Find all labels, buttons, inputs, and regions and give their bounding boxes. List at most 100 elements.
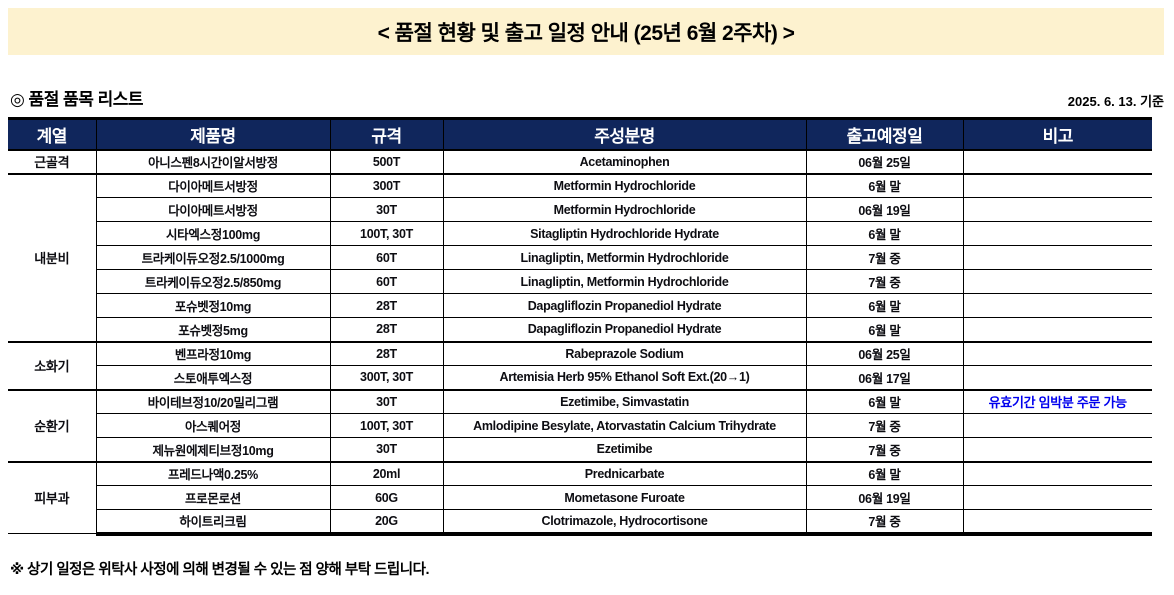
- ship-date-cell: 7월 중: [805, 245, 964, 270]
- col-header-category: 계열: [8, 117, 97, 151]
- spec-cell: 500T: [329, 149, 444, 174]
- remark-cell: [962, 149, 1152, 174]
- col-header-product: 제품명: [95, 117, 331, 151]
- ingredient-cell: Metformin Hydrochloride: [442, 197, 807, 222]
- table-row: 스토애투엑스정 300T, 30T Artemisia Herb 95% Ethan…: [8, 365, 1152, 390]
- table-row: 프로몬로션 60G Mometasone Furoate 06월 19일: [8, 485, 1152, 510]
- ship-date-cell: 7월 중: [805, 269, 964, 294]
- remark-cell: [962, 437, 1152, 462]
- ingredient-cell: Linagliptin, Metformin Hydrochloride: [442, 269, 807, 294]
- col-header-spec: 규격: [329, 117, 444, 151]
- table-row: 다이아메트서방정 30T Metformin Hydrochloride 06월 19…: [8, 197, 1152, 222]
- spec-cell: 20ml: [329, 460, 444, 486]
- as-of-date: 2025. 6. 13. 기준: [1067, 94, 1164, 109]
- product-cell: 아스퀘어정: [95, 413, 331, 438]
- table-body: 근골격 아니스펜8시간이알서방정 500T Acetaminophen 06월 25일 내…: [8, 149, 1152, 536]
- ingredient-cell: Metformin Hydrochloride: [442, 172, 807, 198]
- spec-cell: 28T: [329, 317, 444, 342]
- ingredient-cell: Clotrimazole, Hydrocortisone: [442, 509, 807, 536]
- ingredient-cell: Artemisia Herb 95% Ethanol Soft Ext.(20→…: [442, 365, 807, 390]
- ingredient-cell: Amlodipine Besylate, Atorvastatin Calciu…: [442, 413, 807, 438]
- table-row: 근골격 아니스펜8시간이알서방정 500T Acetaminophen 06월 25일: [8, 149, 1152, 174]
- remark-cell: [962, 245, 1152, 270]
- ingredient-cell: Acetaminophen: [442, 149, 807, 174]
- table-row: 포슈벳정5mg 28T Dapagliflozin Propanediol Hydr…: [8, 317, 1152, 342]
- spec-cell: 100T, 30T: [329, 413, 444, 438]
- category-cell: 순환기: [8, 388, 97, 462]
- remark-cell: [962, 509, 1152, 536]
- table-row: 하이트리크림 20G Clotrimazole, Hydrocortisone 7월 …: [8, 509, 1152, 536]
- table-header: 계열 제품명 규격 주성분명 출고예정일 비고: [8, 117, 1152, 151]
- ingredient-cell: Ezetimibe, Simvastatin: [442, 388, 807, 414]
- spec-cell: 300T: [329, 172, 444, 198]
- table-row: 소화기 벤프라정10mg 28T Rabeprazole Sodium 06월 25일: [8, 340, 1152, 390]
- spec-cell: 60G: [329, 485, 444, 510]
- col-header-remark: 비고: [962, 117, 1152, 151]
- ingredient-cell: Ezetimibe: [442, 437, 807, 462]
- table-row: 시타엑스정100mg 100T, 30T Sitagliptin Hydrochlo…: [8, 221, 1152, 246]
- spec-cell: 28T: [329, 340, 444, 366]
- col-header-ship-date: 출고예정일: [805, 117, 964, 151]
- product-cell: 포슈벳정10mg: [95, 293, 331, 318]
- table-row: 제뉴원에제티브정10mg 30T Ezetimibe 7월 중: [8, 437, 1152, 462]
- table-row: 내분비 다이아메트서방정 300T Metformin Hydrochloride 6월…: [8, 172, 1152, 342]
- remark-cell: [962, 172, 1152, 198]
- remark-cell: [962, 413, 1152, 438]
- product-cell: 프로몬로션: [95, 485, 331, 510]
- ship-date-cell: 6월 말: [805, 388, 964, 414]
- spec-cell: 30T: [329, 197, 444, 222]
- ship-date-cell: 6월 말: [805, 460, 964, 486]
- spec-cell: 30T: [329, 388, 444, 414]
- spec-cell: 100T, 30T: [329, 221, 444, 246]
- ship-date-cell: 06월 19일: [805, 197, 964, 222]
- product-cell: 하이트리크림: [95, 509, 331, 536]
- ingredient-cell: Dapagliflozin Propanediol Hydrate: [442, 293, 807, 318]
- remark-cell: 유효기간 임박분 주문 가능: [962, 388, 1152, 414]
- ingredient-cell: Mometasone Furoate: [442, 485, 807, 510]
- ship-date-cell: 6월 말: [805, 172, 964, 198]
- ship-date-cell: 7월 중: [805, 509, 964, 536]
- remark-cell: [962, 460, 1152, 486]
- remark-cell: [962, 293, 1152, 318]
- product-cell: 제뉴원에제티브정10mg: [95, 437, 331, 462]
- ingredient-cell: Linagliptin, Metformin Hydrochloride: [442, 245, 807, 270]
- remark-cell: [962, 197, 1152, 222]
- stockout-table: 계열 제품명 규격 주성분명 출고예정일 비고 근골격 아니스펜8시간이알서방정 5…: [8, 117, 1152, 536]
- product-cell: 벤프라정10mg: [95, 340, 331, 366]
- remark-cell: [962, 269, 1152, 294]
- header-row: 계열 제품명 규격 주성분명 출고예정일 비고: [8, 117, 1152, 151]
- table-row: 트라케이듀오정2.5/850mg 60T Linagliptin, Metformi…: [8, 269, 1152, 294]
- product-cell: 프레드나액0.25%: [95, 460, 331, 486]
- remark-cell: [962, 340, 1152, 366]
- spec-cell: 60T: [329, 269, 444, 294]
- table-row: 포슈벳정10mg 28T Dapagliflozin Propanediol Hyd…: [8, 293, 1152, 318]
- col-header-ingredient: 주성분명: [442, 117, 807, 151]
- section-bar: ◎ 품절 품목 리스트 2025. 6. 13. 기준: [10, 85, 1164, 110]
- product-cell: 트라케이듀오정2.5/1000mg: [95, 245, 331, 270]
- product-cell: 트라케이듀오정2.5/850mg: [95, 269, 331, 294]
- product-cell: 다이아메트서방정: [95, 197, 331, 222]
- product-cell: 시타엑스정100mg: [95, 221, 331, 246]
- category-cell: 근골격: [8, 149, 97, 174]
- category-cell: 소화기: [8, 340, 97, 390]
- spec-cell: 20G: [329, 509, 444, 536]
- ship-date-cell: 06월 17일: [805, 365, 964, 390]
- remark-cell: [962, 485, 1152, 510]
- table-row: 순환기 바이테브정10/20밀리그램 30T Ezetimibe, Simvastat…: [8, 388, 1152, 462]
- ship-date-cell: 7월 중: [805, 437, 964, 462]
- spec-cell: 300T, 30T: [329, 365, 444, 390]
- ship-date-cell: 6월 말: [805, 221, 964, 246]
- ingredient-cell: Rabeprazole Sodium: [442, 340, 807, 366]
- ship-date-cell: 6월 말: [805, 293, 964, 318]
- ship-date-cell: 06월 25일: [805, 149, 964, 174]
- table-row: 아스퀘어정 100T, 30T Amlodipine Besylate, Atorv…: [8, 413, 1152, 438]
- ship-date-cell: 6월 말: [805, 317, 964, 342]
- ingredient-cell: Sitagliptin Hydrochloride Hydrate: [442, 221, 807, 246]
- product-cell: 아니스펜8시간이알서방정: [95, 149, 331, 174]
- spec-cell: 28T: [329, 293, 444, 318]
- table-row: 피부과 프레드나액0.25% 20ml Prednicarbate 6월 말: [8, 460, 1152, 534]
- page-title: < 품절 현황 및 출고 일정 안내 (25년 6월 2주차) >: [377, 21, 795, 45]
- ship-date-cell: 7월 중: [805, 413, 964, 438]
- ingredient-cell: Dapagliflozin Propanediol Hydrate: [442, 317, 807, 342]
- spec-cell: 30T: [329, 437, 444, 462]
